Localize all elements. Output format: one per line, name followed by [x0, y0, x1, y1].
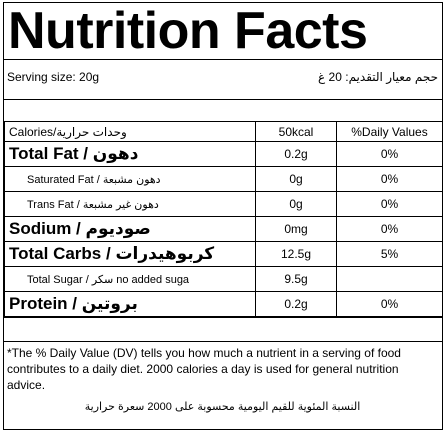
nutrient-row-total-carbs: Total Carbs / كربوهيدرات 12.5g 5% [4, 241, 443, 267]
nutrient-row-sodium: Sodium / صوديوم 0mg 0% [4, 216, 443, 242]
nutrient-name: Protein / بروتين [4, 291, 256, 317]
calories-label: Calories/وحدات حرارية [4, 121, 256, 142]
nutrient-row-saturated-fat: Saturated Fat / دهون مشبعة 0g 0% [4, 166, 443, 192]
calories-row: Calories/وحدات حرارية 50kcal %Daily Valu… [4, 121, 443, 142]
section-spacer [4, 99, 442, 121]
nutrient-dv: 5% [336, 241, 443, 267]
nutrient-dv: 0% [336, 216, 443, 242]
nutrient-dv: 0% [336, 191, 443, 217]
nutrient-value: 0g [255, 166, 337, 192]
nutrient-name: Saturated Fat / دهون مشبعة [4, 166, 256, 192]
footnote: *The % Daily Value (DV) tells you how mu… [4, 341, 442, 415]
label-title: Nutrition Facts [8, 2, 368, 60]
nutrient-dv: 0% [336, 166, 443, 192]
nutrient-row-total-sugar: Total Sugar / سكر no added suga 9.5g [4, 266, 443, 292]
calories-value: 50kcal [255, 121, 337, 142]
nutrient-dv: 0% [336, 141, 443, 167]
serving-size-ar: حجم معيار التقديم: 20 غ [318, 70, 438, 84]
nutrient-name: Trans Fat / دهون غير مشبعة [4, 191, 256, 217]
nutrient-value: 9.5g [255, 266, 337, 292]
nutrient-value: 0.2g [255, 291, 337, 317]
nutrient-dv [336, 266, 443, 292]
nutrient-name: Total Sugar / سكر no added suga [4, 266, 256, 292]
nutrient-value: 0g [255, 191, 337, 217]
nutrient-table: Calories/وحدات حرارية 50kcal %Daily Valu… [4, 121, 443, 317]
nutrient-row-trans-fat: Trans Fat / دهون غير مشبعة 0g 0% [4, 191, 443, 217]
nutrient-name: Total Fat / دهون [4, 141, 256, 167]
section-spacer [4, 317, 442, 341]
nutrient-dv: 0% [336, 291, 443, 317]
footnote-ar: النسبة المئوية للقيم اليومية محسوبة على … [84, 401, 361, 413]
serving-size-row: Serving size: 20g حجم معيار التقديم: 20 … [4, 59, 442, 99]
serving-size-en: Serving size: 20g [7, 70, 100, 84]
nutrient-value: 12.5g [255, 241, 337, 267]
nutrient-name: Total Carbs / كربوهيدرات [4, 241, 256, 267]
nutrient-row-protein: Protein / بروتين 0.2g 0% [4, 291, 443, 317]
nutrient-value: 0mg [255, 216, 337, 242]
nutrient-row-total-fat: Total Fat / دهون 0.2g 0% [4, 141, 443, 167]
daily-values-header: %Daily Values [336, 121, 443, 142]
nutrient-name: Sodium / صوديوم [4, 216, 256, 242]
nutrition-label: Nutrition Facts Serving size: 20g حجم مع… [3, 2, 443, 430]
footnote-en: *The % Daily Value (DV) tells you how mu… [7, 346, 401, 392]
nutrient-value: 0.2g [255, 141, 337, 167]
